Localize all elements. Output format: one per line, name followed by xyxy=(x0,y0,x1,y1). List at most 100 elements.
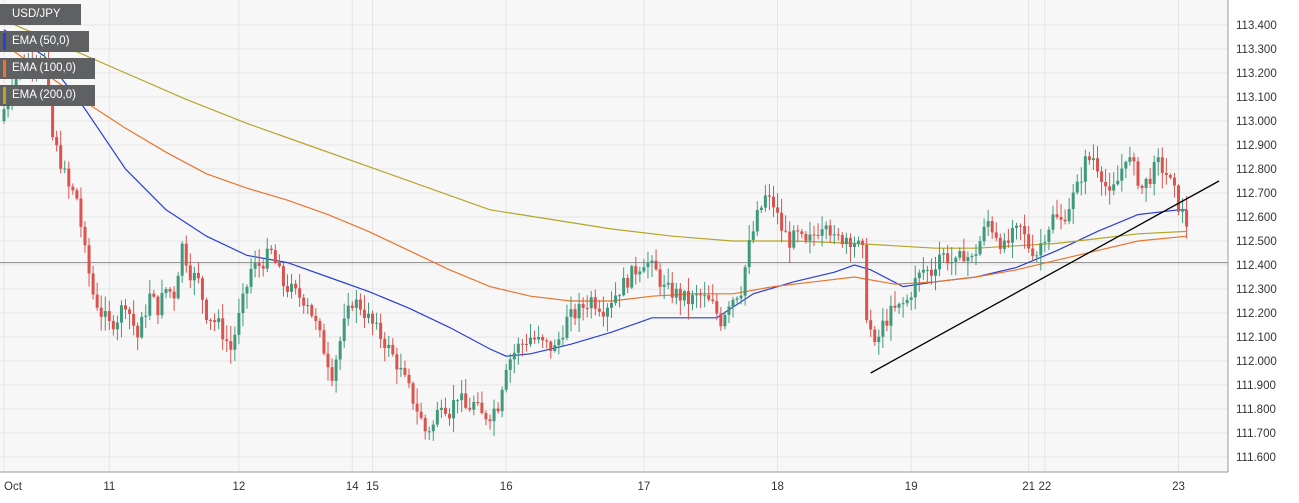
candle xyxy=(111,315,115,336)
candle xyxy=(577,292,581,332)
candle xyxy=(1043,234,1047,253)
candle xyxy=(638,266,642,283)
candle xyxy=(873,325,877,346)
candle xyxy=(152,289,156,299)
candle xyxy=(338,336,342,370)
candle xyxy=(1006,228,1010,248)
candle xyxy=(691,290,694,311)
trendline xyxy=(870,180,1220,374)
candle xyxy=(488,414,492,430)
candle xyxy=(759,205,763,213)
candle xyxy=(686,277,690,320)
candle xyxy=(63,160,67,174)
candle xyxy=(573,303,577,325)
candle xyxy=(962,238,966,263)
candle xyxy=(399,353,403,378)
candle xyxy=(836,228,840,241)
candle xyxy=(209,318,213,331)
candle xyxy=(516,337,520,365)
candle xyxy=(379,313,383,349)
candle xyxy=(1059,203,1063,230)
plot-background xyxy=(0,0,1228,472)
x-tick-label: 14 xyxy=(346,481,359,493)
candle xyxy=(460,379,464,413)
candle xyxy=(261,259,265,277)
candle xyxy=(695,284,699,308)
candle xyxy=(286,274,289,298)
candle xyxy=(91,265,95,300)
candle xyxy=(994,222,998,242)
candle xyxy=(83,221,87,253)
candle xyxy=(772,186,775,217)
candle xyxy=(986,210,990,236)
candle xyxy=(1152,155,1156,196)
candle xyxy=(1055,199,1059,220)
candle xyxy=(808,221,812,254)
candle xyxy=(561,325,565,347)
candle xyxy=(946,245,950,271)
candle xyxy=(128,307,132,330)
trend-layer xyxy=(870,180,1220,374)
candle xyxy=(861,238,865,259)
candle xyxy=(443,397,447,417)
candle xyxy=(277,254,281,268)
candle xyxy=(115,315,119,341)
candle xyxy=(974,244,978,265)
candle xyxy=(1144,177,1148,202)
candle xyxy=(168,286,172,298)
candle xyxy=(938,241,942,277)
candle xyxy=(500,386,504,418)
x-tick-label: 16 xyxy=(500,481,513,493)
candle xyxy=(755,201,759,237)
candle xyxy=(925,265,929,283)
candle xyxy=(265,237,269,272)
candle xyxy=(391,338,395,357)
candle xyxy=(496,402,500,414)
candle xyxy=(1063,209,1067,225)
candle xyxy=(1096,146,1099,178)
candle xyxy=(318,318,322,338)
candle xyxy=(569,296,573,332)
candle xyxy=(1019,223,1023,241)
candle xyxy=(1071,184,1075,224)
candle xyxy=(820,216,824,247)
candle xyxy=(626,274,630,294)
candle xyxy=(132,300,136,336)
candle xyxy=(610,291,613,319)
candle xyxy=(322,323,326,356)
candle xyxy=(703,282,707,308)
candle xyxy=(954,256,958,276)
candle xyxy=(249,258,253,294)
candle xyxy=(452,385,456,433)
candle xyxy=(593,289,597,316)
axis-layer: 113.400 113.300 113.200 113.100 113.000 112.9… xyxy=(0,0,1277,493)
candle xyxy=(358,293,362,316)
candle xyxy=(512,344,516,374)
candle xyxy=(942,248,946,263)
candle xyxy=(840,232,844,248)
candle xyxy=(958,247,962,261)
candle xyxy=(448,408,451,426)
y-tick-label: 112.400 xyxy=(1236,260,1277,272)
candle xyxy=(411,381,415,410)
candle xyxy=(1120,153,1124,192)
x-tick-label: 21 xyxy=(1022,481,1035,493)
y-tick-label: 111.800 xyxy=(1236,404,1276,416)
candle xyxy=(107,300,111,331)
candle xyxy=(217,309,221,330)
candle xyxy=(865,237,869,324)
candle xyxy=(354,289,358,324)
candle xyxy=(1100,166,1104,196)
candle xyxy=(439,399,443,418)
candle xyxy=(723,311,727,330)
candle xyxy=(241,283,245,327)
candle xyxy=(812,225,816,247)
x-tick-label: 12 xyxy=(233,481,246,493)
candle xyxy=(537,325,541,344)
candle xyxy=(1164,158,1168,185)
candle xyxy=(553,339,557,353)
candle xyxy=(59,130,63,174)
candle xyxy=(350,301,354,312)
